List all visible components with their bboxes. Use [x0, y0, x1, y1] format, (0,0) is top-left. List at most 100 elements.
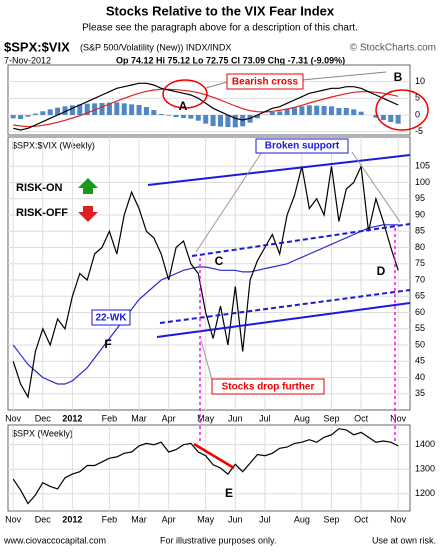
- x-tick-label: May: [197, 514, 215, 524]
- bar: [314, 105, 320, 115]
- x-tick-label: Dec: [35, 413, 52, 423]
- bar: [10, 115, 16, 119]
- annotation: B: [394, 70, 403, 84]
- annotation: A: [179, 99, 188, 113]
- pointer: [205, 81, 228, 89]
- annotation: F: [104, 337, 111, 351]
- bar: [55, 107, 61, 115]
- x-tick-label: Jul: [259, 413, 271, 423]
- x-tick-label: Nov: [5, 413, 22, 423]
- x-tick-label: 2012: [62, 514, 82, 524]
- x-tick-label: Nov: [390, 413, 407, 423]
- symbol: $SPX:$VIX: [4, 39, 70, 54]
- bar: [210, 115, 216, 126]
- bar: [232, 115, 238, 128]
- y-tick-label: 5: [415, 93, 420, 103]
- y-tick-label: 65: [415, 291, 425, 301]
- bar: [173, 115, 179, 117]
- x-tick-label: Apr: [162, 514, 176, 524]
- bar: [62, 106, 68, 115]
- bar: [166, 115, 172, 116]
- annotation: C: [215, 254, 224, 268]
- bar: [69, 105, 75, 115]
- y-tick-label: 70: [415, 274, 425, 284]
- circle-a: [162, 79, 208, 109]
- bar: [321, 106, 327, 115]
- x-tick-label: Jul: [259, 514, 271, 524]
- bar: [277, 111, 283, 115]
- ratio-panel: $SPX:$VIX (Weekly) 105 100 95 90 85 80 75 70 65 60…: [5, 136, 430, 423]
- decline-line: [193, 442, 235, 470]
- annotations: Bearish cross A B Broken support RISK-ON…: [16, 70, 429, 500]
- down-arrow: [78, 206, 98, 222]
- x-tick-label: Sep: [324, 514, 340, 524]
- y-tick-label: 40: [415, 372, 425, 382]
- footer-note: For illustrative purposes only.: [160, 535, 276, 545]
- y-tick-label: 85: [415, 226, 425, 236]
- x-tick-label: Aug: [294, 413, 310, 423]
- pointer: [351, 151, 401, 223]
- footer-risk: Use at own risk.: [372, 535, 436, 545]
- x-tick-label: Dec: [35, 514, 52, 524]
- circle-b: [375, 89, 429, 131]
- bar: [84, 103, 90, 115]
- bar: [336, 108, 342, 115]
- x-tick-label: Jun: [228, 413, 243, 423]
- bar: [40, 111, 46, 115]
- label-box: [255, 138, 349, 154]
- bar: [358, 111, 364, 115]
- bar: [284, 109, 290, 115]
- bar: [129, 104, 135, 115]
- bar: [217, 115, 223, 127]
- annotation: E: [225, 486, 233, 500]
- y-tick-label: 50: [415, 339, 425, 349]
- bar: [151, 110, 157, 115]
- indicator-panel: 10 5 0 -5: [7, 64, 425, 136]
- bar: [240, 115, 246, 127]
- y-tick-label: 90: [415, 209, 425, 219]
- bar: [388, 115, 394, 122]
- bar: [299, 106, 305, 115]
- y-tick-label: 100: [415, 177, 430, 187]
- x-tick-label: Feb: [102, 514, 118, 524]
- label-box: [211, 378, 325, 395]
- quote: Op 74.12 Hi 75.12 Lo 72.75 Cl 73.09 Chg …: [116, 55, 345, 65]
- y-tick-label: 10: [415, 76, 425, 86]
- chart-title: Stocks Relative to the VIX Fear Index: [106, 3, 335, 18]
- trendline: [159, 289, 411, 324]
- pointer: [195, 151, 263, 253]
- annotation: RISK-ON: [16, 182, 63, 194]
- y-tick-label: 1200: [415, 488, 435, 498]
- bar: [106, 102, 112, 115]
- bar: [292, 107, 298, 115]
- bar: [92, 103, 98, 115]
- x-tick-label: Mar: [131, 413, 147, 423]
- bar: [136, 105, 142, 115]
- bar: [143, 107, 149, 115]
- annotation: 22-WK: [95, 313, 127, 324]
- bar: [18, 115, 24, 119]
- plot-frame: [7, 64, 411, 136]
- line-series: [13, 88, 399, 128]
- y-tick-label: 95: [415, 193, 425, 203]
- bar: [47, 109, 53, 115]
- line-series: [12, 164, 399, 399]
- y-tick-label: 60: [415, 307, 425, 317]
- x-tick-label: May: [197, 413, 215, 423]
- line-series: [13, 82, 399, 131]
- copyright: © StockCharts.com: [350, 43, 436, 54]
- bar: [77, 104, 83, 115]
- x-tick-label: 2012: [62, 413, 82, 423]
- x-tick-label: Sep: [324, 413, 340, 423]
- bar: [203, 115, 209, 124]
- x-tick-label: Aug: [294, 514, 310, 524]
- panel-label: $SPX:$VIX (Weekly): [12, 140, 95, 150]
- bar: [195, 115, 201, 121]
- label-box: [226, 73, 304, 90]
- x-tick-label: Apr: [162, 413, 176, 423]
- footer-site: www.ciovaccocapital.com: [3, 535, 106, 545]
- bar: [269, 112, 275, 115]
- x-tick-label: Nov: [390, 514, 407, 524]
